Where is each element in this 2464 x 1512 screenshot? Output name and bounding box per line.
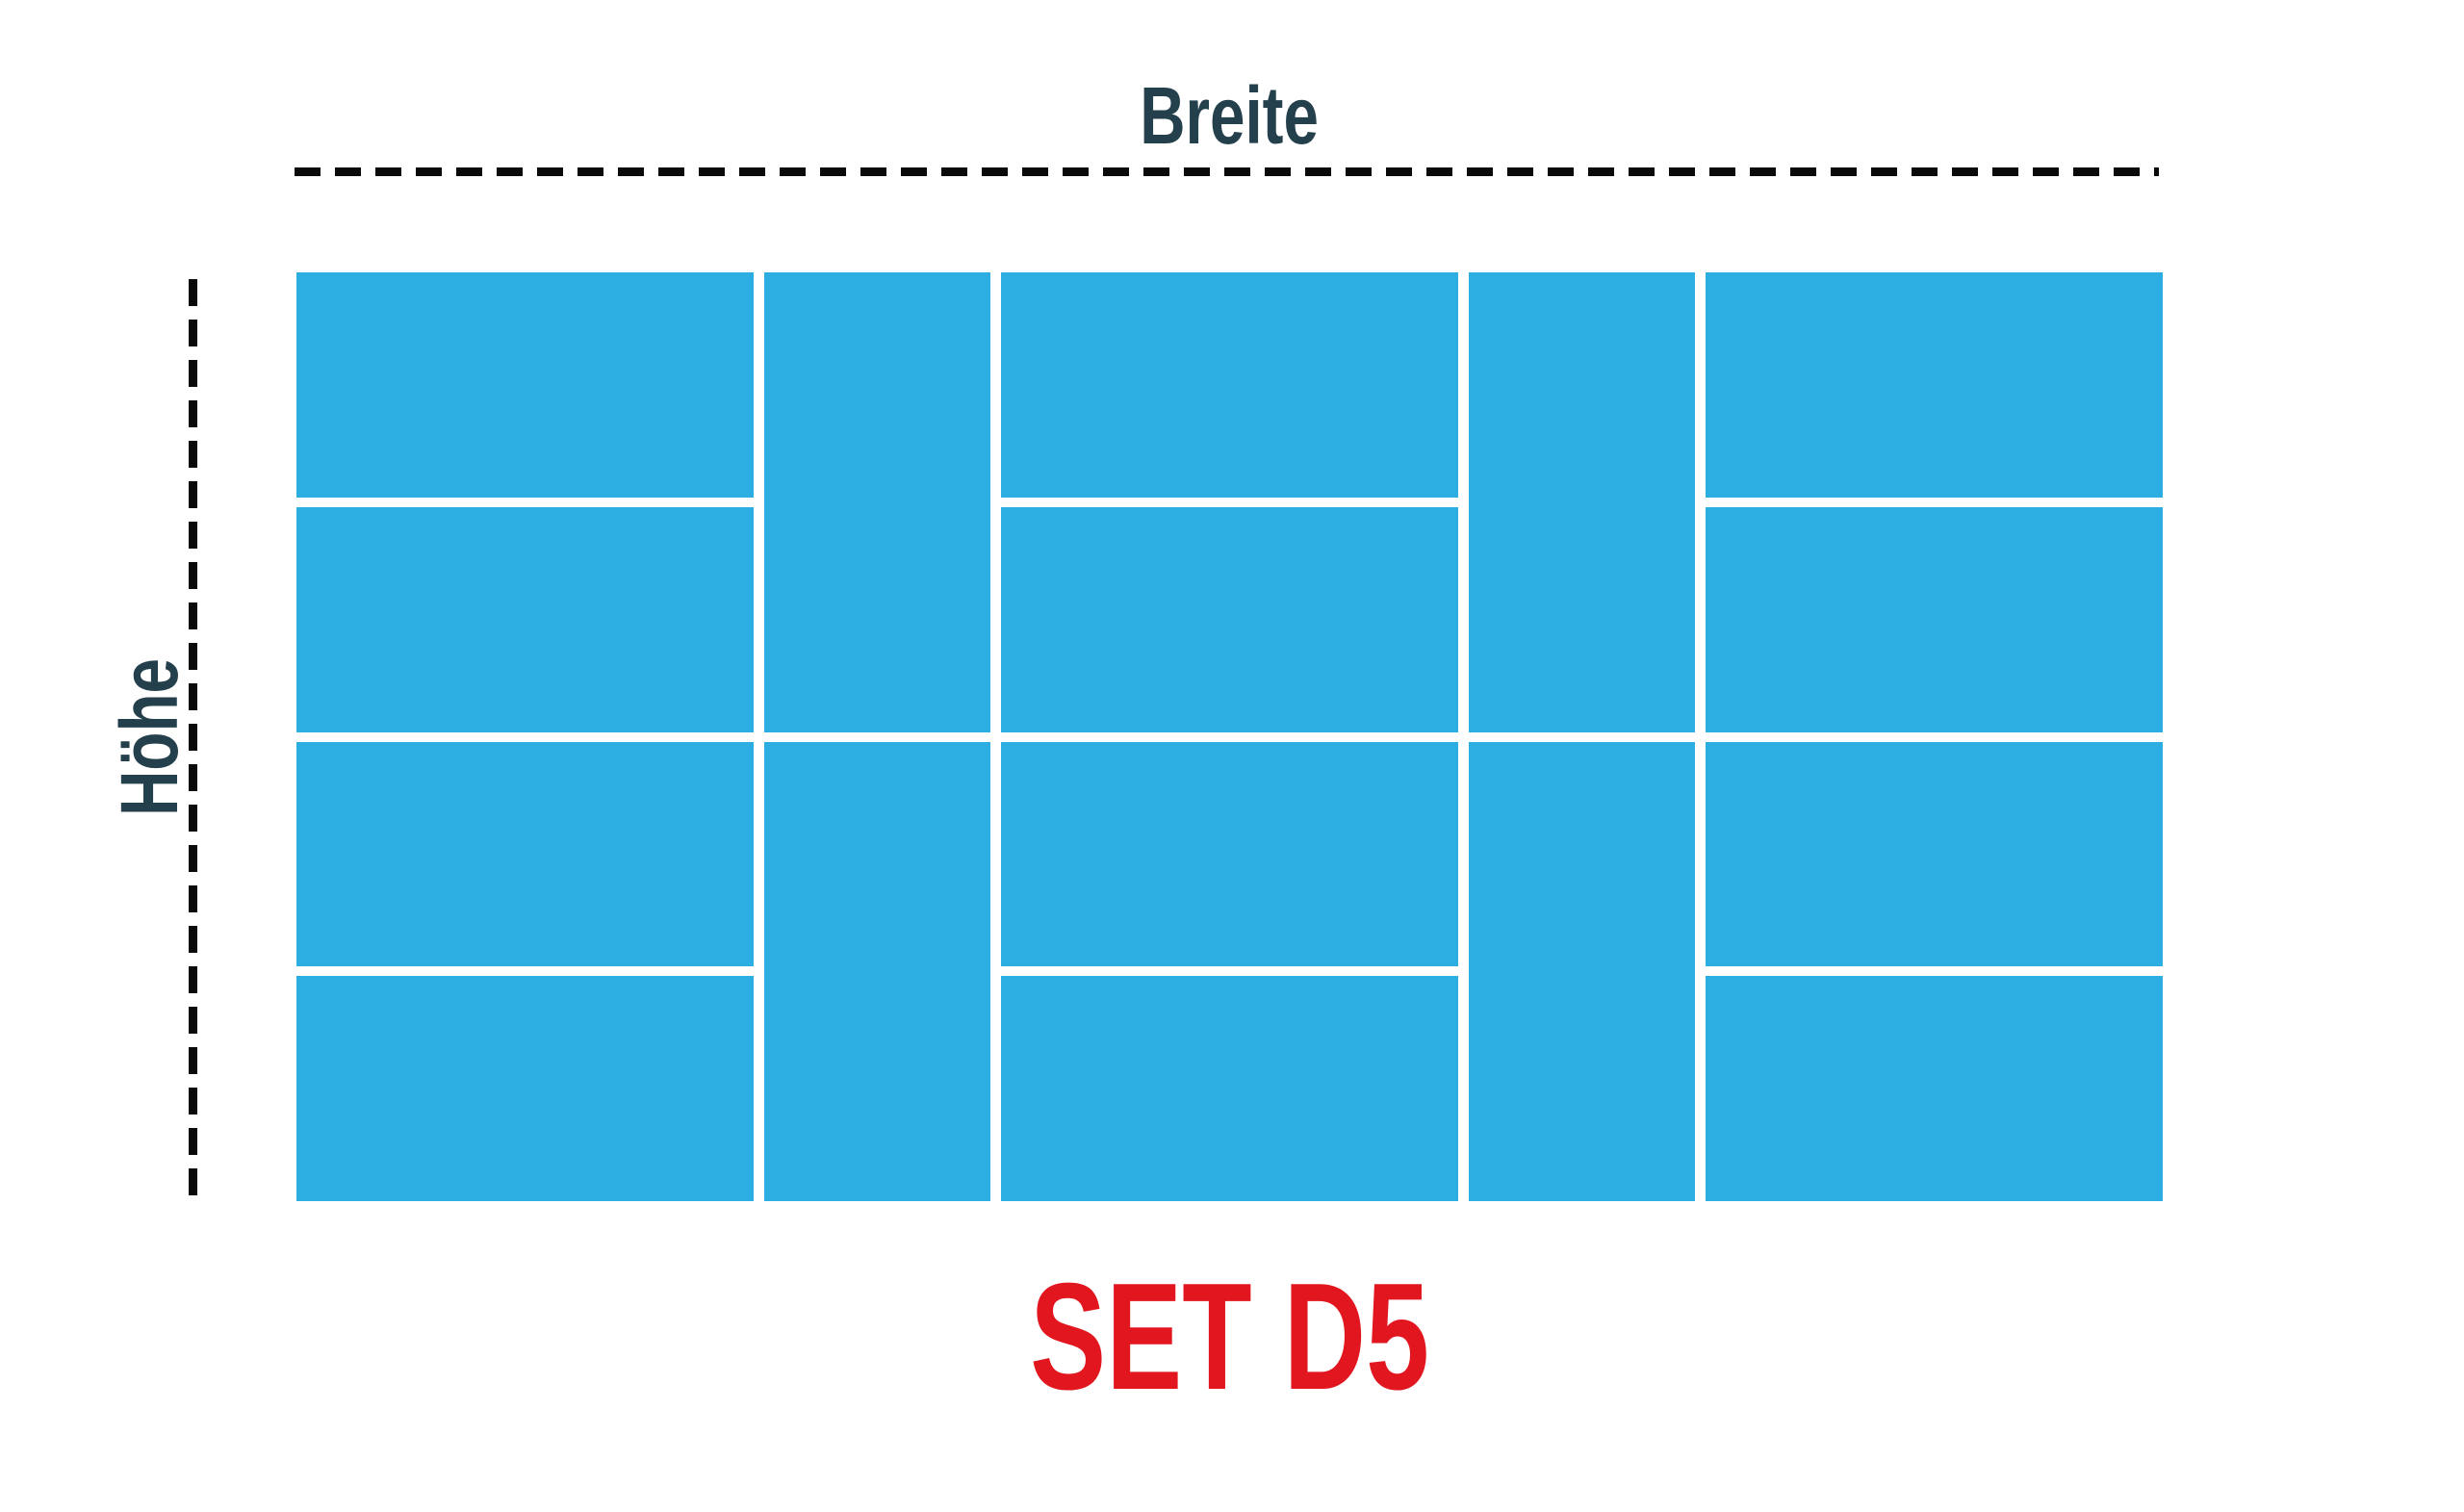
width-dimension-line <box>295 167 2159 176</box>
panel-tile <box>1469 272 1695 732</box>
height-dimension-line <box>189 279 197 1198</box>
panel-tile <box>296 506 754 732</box>
panel-tile <box>764 741 990 1201</box>
panel-tile <box>296 976 754 1201</box>
panel-tile <box>1001 506 1458 732</box>
panel-tile <box>1706 272 2163 498</box>
panel-tile <box>1706 506 2163 732</box>
width-label-text: Breite <box>1140 70 1320 161</box>
panel-tile <box>1001 272 1458 498</box>
panel-tile <box>296 741 754 967</box>
width-label: Breite <box>296 75 2163 156</box>
panel-tile <box>764 272 990 732</box>
panel-tile <box>1001 741 1458 967</box>
panel-tile <box>1706 976 2163 1201</box>
panel-tile <box>1001 976 1458 1201</box>
panel-grid <box>296 272 2163 1201</box>
height-label-text: Höhe <box>104 657 194 816</box>
panel-tile <box>1706 741 2163 967</box>
set-title: SET D5 <box>296 1261 2163 1413</box>
panel-tile <box>296 272 754 498</box>
panel-tile <box>1469 741 1695 1201</box>
set-title-text: SET D5 <box>1030 1252 1429 1422</box>
